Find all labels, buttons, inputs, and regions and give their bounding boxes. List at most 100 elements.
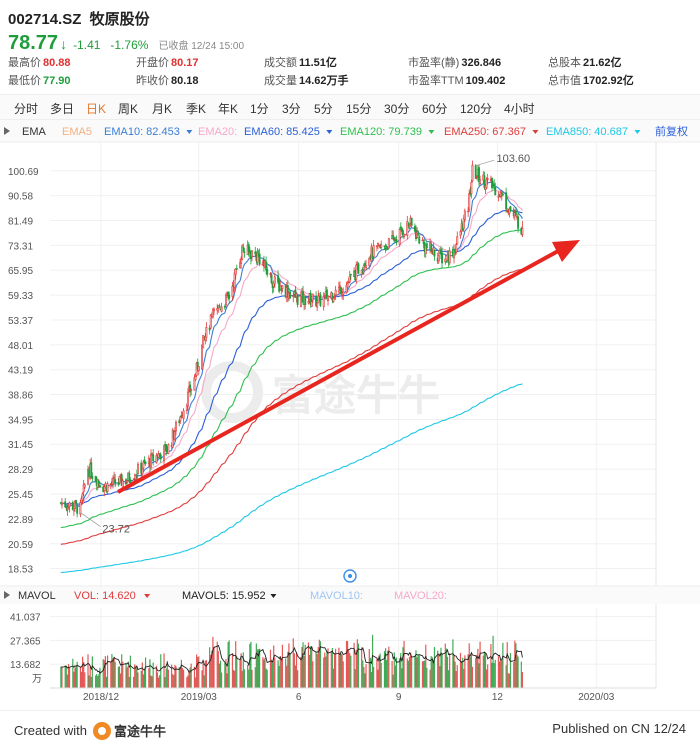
- candle: [445, 261, 448, 263]
- tab-period[interactable]: 30分: [384, 102, 410, 116]
- volume-bar: [119, 673, 122, 688]
- volume-bar: [225, 659, 227, 688]
- volume-bar: [307, 642, 310, 688]
- candle: [501, 193, 504, 196]
- stat-item: 成交量 14.62万手: [264, 72, 349, 88]
- candle: [281, 285, 284, 289]
- high-marker: [474, 159, 495, 167]
- stat-item: 开盘价 80.17: [136, 54, 199, 70]
- tab-period[interactable]: 季K: [186, 102, 207, 116]
- tab-period[interactable]: 1分: [250, 102, 269, 116]
- volume-bar: [400, 653, 402, 688]
- volume-bar: [148, 668, 150, 688]
- candle: [243, 251, 246, 254]
- tab-period[interactable]: 3分: [282, 102, 301, 116]
- price-chart[interactable]: EMA EMA5 EMA10: 82.453 EMA20: EMA60: 85.425 E…: [0, 120, 700, 710]
- volume-bar: [468, 643, 470, 688]
- candle: [334, 289, 337, 296]
- volume-bar: [294, 665, 297, 688]
- volume-bar: [447, 670, 450, 688]
- volume-bar: [95, 675, 97, 688]
- collapse-icon[interactable]: [4, 127, 10, 135]
- volume-bar: [516, 654, 518, 688]
- indicator-name: EMA: [22, 126, 47, 138]
- indicator-value: EMA10: 82.453: [104, 126, 180, 138]
- dropdown-icon[interactable]: [634, 130, 641, 134]
- volume-bar: [477, 648, 479, 688]
- created-label: Created with: [14, 723, 87, 738]
- volume-bar: [438, 653, 440, 688]
- volume-bar: [301, 646, 303, 688]
- candle: [91, 476, 94, 479]
- volume-bar: [376, 659, 378, 688]
- volume-bar: [437, 650, 439, 688]
- tab-period[interactable]: 年K: [218, 102, 239, 116]
- vol-collapse-icon[interactable]: [4, 591, 10, 599]
- tab-period[interactable]: 15分: [346, 102, 372, 116]
- volume-bar: [232, 669, 235, 688]
- volume-bar: [201, 670, 203, 688]
- volume-bar: [112, 658, 114, 688]
- dropdown-icon[interactable]: [186, 130, 193, 134]
- stat-label: 昨收价: [136, 75, 169, 87]
- tab-period[interactable]: 4小时: [504, 102, 535, 116]
- tab-period[interactable]: 分时: [14, 102, 39, 116]
- y-tick-label: 53.37: [8, 316, 33, 327]
- volume-bar: [422, 661, 425, 688]
- tab-period[interactable]: 周K: [118, 102, 139, 116]
- trend-arrow: [117, 248, 561, 494]
- candle: [399, 226, 402, 229]
- dropdown-icon[interactable]: [428, 130, 435, 134]
- candle: [453, 249, 455, 259]
- y-tick-label: 28.29: [8, 465, 33, 476]
- volume-bar: [517, 656, 519, 688]
- tab-period[interactable]: 120分: [460, 102, 493, 116]
- candle: [155, 455, 158, 464]
- volume-bar: [461, 661, 463, 688]
- dropdown-icon[interactable]: [144, 594, 151, 598]
- volume-bar: [279, 656, 281, 688]
- zoom-icon[interactable]: [343, 569, 357, 583]
- volume-bar: [377, 669, 379, 688]
- volume-bar: [217, 651, 219, 688]
- candle: [289, 291, 291, 299]
- volume-bar: [286, 665, 288, 688]
- stat-label: 成交额: [264, 57, 297, 69]
- volume-bar: [265, 668, 267, 688]
- volume-bar: [318, 639, 320, 688]
- volume-bar: [452, 639, 454, 688]
- volume-bar: [402, 647, 404, 688]
- volume-bar: [91, 656, 93, 688]
- volume-bar: [231, 653, 234, 688]
- tab-period[interactable]: 日K: [86, 102, 107, 116]
- tab-period[interactable]: 5分: [314, 102, 333, 116]
- volume-bar: [202, 663, 204, 688]
- volume-bar: [216, 641, 218, 688]
- dropdown-icon[interactable]: [532, 130, 539, 134]
- candle: [185, 405, 188, 412]
- candle: [418, 236, 421, 244]
- stat-item: 成交额 11.51亿: [264, 54, 337, 70]
- tab-period[interactable]: 60分: [422, 102, 448, 116]
- tab-period[interactable]: 多日: [50, 102, 75, 116]
- candle: [309, 292, 312, 305]
- volume-bar: [394, 665, 396, 688]
- candle: [117, 482, 120, 485]
- volume-bar: [239, 659, 241, 688]
- candle: [201, 344, 203, 370]
- candle: [113, 477, 116, 479]
- candle: [163, 445, 165, 461]
- volume-bar: [497, 656, 500, 688]
- volume-bar: [172, 674, 174, 688]
- volume-bar: [259, 648, 261, 688]
- volume-bar: [187, 675, 189, 688]
- volume-bar: [151, 676, 153, 688]
- volume-bar: [224, 663, 226, 688]
- tab-period[interactable]: 月K: [152, 102, 173, 116]
- volume-bar: [508, 673, 510, 688]
- dropdown-icon[interactable]: [326, 130, 333, 134]
- dropdown-icon[interactable]: [270, 594, 277, 598]
- volume-bar: [243, 669, 245, 688]
- candle: [175, 421, 177, 432]
- market-status: 已收盘 12/24 15:00: [158, 41, 245, 52]
